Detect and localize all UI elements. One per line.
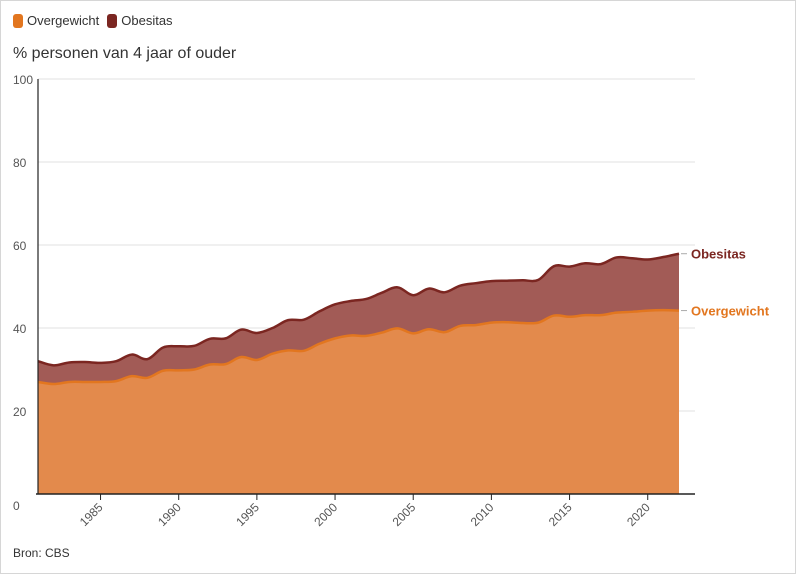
y-tick-label: 100 [13, 73, 33, 87]
x-tick-label: 2010 [468, 500, 497, 529]
source-note: Bron: CBS [13, 546, 70, 560]
line-obesitas [37, 252, 680, 367]
y-tick-label: 60 [13, 239, 27, 253]
x-tick-label: 1990 [155, 500, 184, 529]
legend: Overgewicht Obesitas [13, 13, 173, 28]
line-overgewicht [37, 308, 680, 386]
x-tick-label: 1995 [233, 500, 262, 529]
legend-label-overgewicht: Overgewicht [27, 13, 100, 28]
area-overgewicht [38, 310, 679, 494]
x-tick-label: 1985 [77, 500, 106, 529]
y-tick-label: 0 [13, 499, 20, 513]
legend-swatch-overgewicht [13, 13, 23, 28]
x-tick-label: 2020 [624, 500, 653, 529]
chart-svg: 0 20 40 60 80 100 1985 1990 1995 2000 2005 2010 2015… [13, 73, 770, 529]
legend-swatch-obesitas [107, 13, 118, 28]
legend-label-obesitas: Obesitas [121, 13, 173, 28]
x-tick-label: 2000 [311, 500, 340, 529]
y-tick-label: 40 [13, 322, 27, 336]
series-label-overgewicht: Overgewicht [691, 304, 770, 319]
legend-item-overgewicht[interactable]: Overgewicht [13, 13, 99, 28]
x-tick-label: 2005 [390, 500, 419, 529]
y-tick-label: 20 [13, 405, 27, 419]
legend-item-obesitas[interactable]: Obesitas [107, 13, 173, 28]
chart-subtitle: % personen van 4 jaar of ouder [13, 45, 237, 62]
y-tick-label: 80 [13, 156, 27, 170]
x-tick-label: 2015 [546, 500, 575, 529]
series-label-obesitas: Obesitas [691, 247, 746, 262]
